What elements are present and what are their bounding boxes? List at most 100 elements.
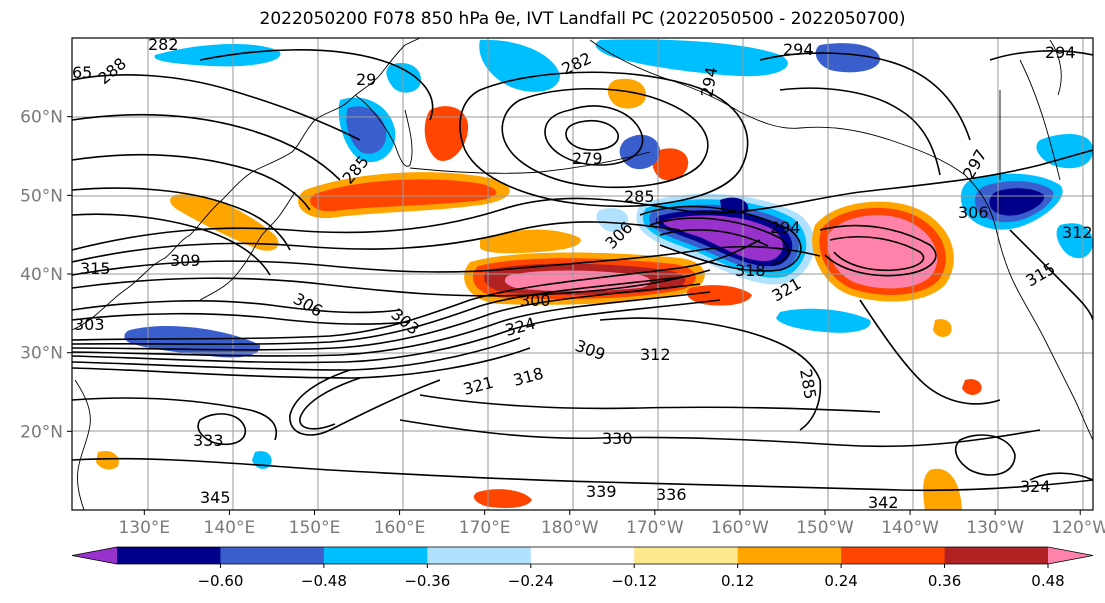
latitude-ticks: 20°N 30°N 40°N 50°N 60°N	[20, 108, 72, 442]
contour-line	[72, 299, 721, 364]
contour-label: 309	[170, 251, 201, 270]
contour-line	[419, 394, 881, 413]
kamchatka-coastline	[354, 94, 413, 167]
colorbar-tick-label: −0.12	[611, 572, 657, 590]
contour-label: 312	[1062, 223, 1093, 242]
contour-line	[989, 50, 1093, 61]
shaded-field	[96, 39, 1093, 510]
contour-line	[399, 419, 1041, 448]
contour-line	[72, 113, 341, 181]
contour-label: 330	[602, 429, 633, 448]
contour-line	[299, 377, 361, 430]
contour-line	[565, 119, 619, 151]
lat-tick-label: 40°N	[20, 265, 63, 285]
colorbar-extend-low	[72, 547, 117, 564]
colorbar-bin	[220, 547, 325, 564]
contour-line	[819, 224, 937, 277]
colorbar-bin	[530, 547, 635, 564]
contour-line	[72, 221, 681, 263]
contour-line	[72, 275, 691, 345]
theta-e-contours	[72, 49, 1093, 492]
colorbar-tick-label: 0.48	[1031, 572, 1064, 590]
contour-line	[1009, 229, 1093, 321]
lat-tick-label: 30°N	[20, 344, 63, 364]
contour-label: 282	[148, 35, 179, 54]
lon-tick-label: 180°W	[541, 518, 599, 538]
colorbar-tick-label: −0.24	[508, 572, 554, 590]
contour-line	[72, 245, 821, 276]
contour-line	[289, 369, 441, 436]
contour-line	[859, 299, 1001, 405]
contour-label: 279	[572, 149, 603, 168]
colorbar-bin	[117, 547, 221, 564]
contour-line	[72, 269, 711, 297]
lon-tick-label: 160°W	[711, 518, 769, 538]
contour-line	[72, 187, 291, 251]
colorbar-bin	[634, 547, 739, 564]
contour-label: 65	[72, 63, 92, 82]
contour-line	[197, 413, 246, 446]
contour-line	[72, 153, 311, 211]
contour-line	[544, 105, 644, 166]
aleutians-coastline	[409, 151, 651, 174]
contour-label: 294	[783, 40, 814, 59]
contour-line	[72, 291, 711, 357]
lon-tick-label: 130°E	[118, 518, 170, 538]
contour-label: 300	[520, 291, 551, 310]
contour-label: 318	[735, 261, 766, 280]
contour-line	[954, 434, 1016, 476]
contour-line	[72, 300, 401, 314]
lat-tick-label: 50°N	[20, 186, 63, 206]
alaska-coastline	[589, 39, 966, 176]
colorbar-tick-label: −0.60	[197, 572, 243, 590]
contour-label: 312	[640, 345, 671, 364]
contour-line	[829, 235, 925, 272]
lon-tick-label: 130°W	[966, 518, 1024, 538]
contour-label: 336	[656, 485, 687, 504]
contour-label: 303	[74, 315, 105, 334]
taiwan-philippines-coastline	[74, 379, 91, 510]
contour-line	[72, 283, 701, 351]
contour-label: 294	[770, 218, 801, 237]
gridlines	[72, 38, 1093, 510]
contour-line	[659, 229, 769, 247]
lon-tick-label: 170°W	[626, 518, 684, 538]
contour-line	[72, 74, 361, 141]
contour-label: 333	[193, 431, 224, 450]
lon-tick-label: 140°E	[204, 518, 256, 538]
colorbar-bin	[841, 547, 946, 564]
contour-label: 294	[1045, 43, 1076, 62]
lon-tick-label: 150°W	[796, 518, 854, 538]
colorbar-bin	[323, 547, 428, 564]
contour-line	[199, 49, 434, 121]
contour-line	[72, 213, 271, 276]
contour-line	[72, 312, 411, 325]
contour-label: 324	[1020, 477, 1051, 496]
colorbar-tick-label: 0.12	[721, 572, 754, 590]
contour-line	[72, 239, 761, 341]
contour-line	[459, 71, 749, 208]
contour-label: 306	[958, 203, 989, 222]
contour-line	[599, 317, 822, 431]
map-plot-area: 282 288 29 282 294 294 65 285 279 285 29…	[72, 35, 1093, 512]
colorbar-tick-label: −0.48	[301, 572, 347, 590]
colorbar: −0.60 −0.48 −0.36 −0.24 −0.12 0.12 0.24 0.36 0.4…	[71, 546, 1094, 590]
lon-tick-label: 150°E	[289, 518, 341, 538]
asia-coastline	[72, 38, 421, 331]
map-title: 2022050200 F078 850 hPa θe, IVT Landfall…	[259, 9, 906, 29]
contour-line	[72, 397, 277, 441]
colorbar-tick-label: −0.36	[404, 572, 450, 590]
lat-tick-label: 60°N	[20, 108, 63, 128]
contour-label: 29	[356, 70, 376, 89]
contour-line	[759, 52, 971, 141]
lat-tick-label: 20°N	[20, 422, 63, 442]
colorbar-extend-high	[1048, 547, 1093, 564]
north-america-coastline	[964, 174, 1093, 441]
colorbar-outline	[71, 546, 1094, 565]
lon-tick-label: 120°W	[1051, 518, 1105, 538]
contour-line	[72, 149, 1093, 251]
contour-label: 342	[868, 493, 899, 512]
colorbar-tick-label: 0.36	[928, 572, 961, 590]
lon-tick-label: 160°E	[374, 518, 426, 538]
